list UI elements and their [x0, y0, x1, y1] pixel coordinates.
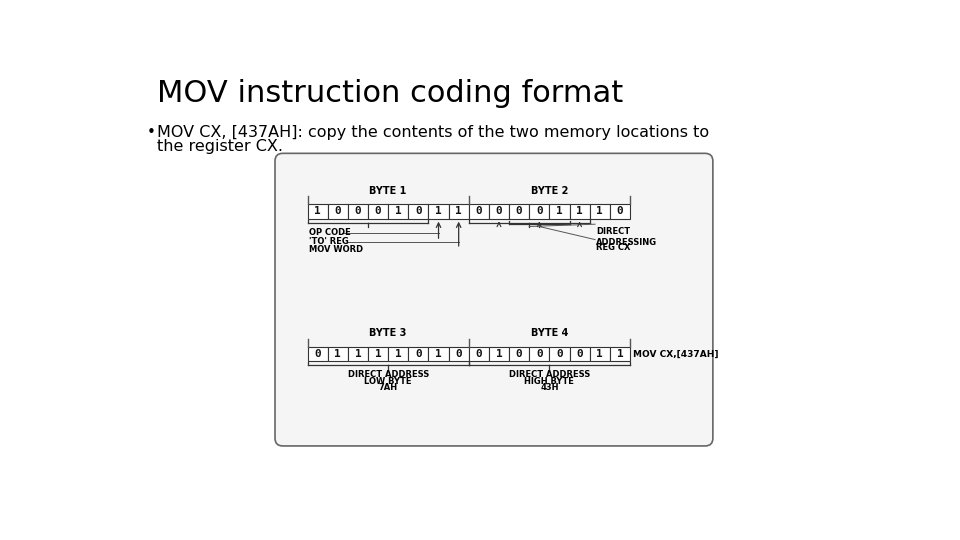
Text: 1: 1	[495, 349, 502, 359]
Text: MOV WORD: MOV WORD	[309, 245, 363, 254]
Bar	[307, 204, 327, 219]
Text: BYTE 4: BYTE 4	[531, 328, 568, 338]
Text: 0: 0	[616, 206, 623, 217]
Text: 1: 1	[435, 206, 442, 217]
Bar	[368, 347, 388, 361]
Text: BYTE 1: BYTE 1	[370, 186, 407, 195]
Text: 0: 0	[334, 206, 341, 217]
Text: 0: 0	[536, 206, 542, 217]
Bar	[529, 204, 549, 219]
Text: MOV CX, [437AH]: copy the contents of the two memory locations to: MOV CX, [437AH]: copy the contents of th…	[157, 125, 709, 140]
Text: MOV CX,[437AH]: MOV CX,[437AH]	[633, 349, 718, 359]
Bar	[388, 204, 408, 219]
Text: 7AH: 7AH	[378, 383, 397, 392]
Text: 43H: 43H	[540, 383, 559, 392]
Text: DIRECT
ADDRESSING: DIRECT ADDRESSING	[596, 227, 657, 247]
Text: 0: 0	[475, 349, 482, 359]
Text: 1: 1	[395, 206, 401, 217]
Text: 'TO' REG: 'TO' REG	[309, 237, 348, 246]
Text: BYTE 2: BYTE 2	[531, 186, 568, 195]
Text: DIRECT ADDRESS: DIRECT ADDRESS	[348, 370, 429, 380]
Text: 1: 1	[455, 206, 462, 217]
Bar	[610, 347, 630, 361]
Bar	[327, 347, 348, 361]
Bar	[448, 204, 468, 219]
Text: 0: 0	[415, 349, 421, 359]
Text: DIRECT ADDRESS: DIRECT ADDRESS	[509, 370, 590, 380]
Text: LOW BYTE: LOW BYTE	[365, 377, 412, 386]
Bar	[529, 347, 549, 361]
Bar	[549, 204, 569, 219]
Bar	[589, 204, 610, 219]
Bar	[468, 204, 489, 219]
Text: 1: 1	[354, 349, 361, 359]
Bar	[569, 347, 589, 361]
Bar	[569, 204, 589, 219]
Text: 1: 1	[576, 206, 583, 217]
Bar	[327, 204, 348, 219]
Bar	[368, 204, 388, 219]
Text: 1: 1	[334, 349, 341, 359]
Bar	[489, 204, 509, 219]
Text: 0: 0	[475, 206, 482, 217]
Bar	[489, 347, 509, 361]
FancyBboxPatch shape	[275, 153, 713, 446]
Bar	[307, 347, 327, 361]
Text: 1: 1	[596, 206, 603, 217]
Text: 0: 0	[455, 349, 462, 359]
Bar	[428, 347, 448, 361]
Bar	[428, 204, 448, 219]
Text: 0: 0	[314, 349, 321, 359]
Bar	[509, 204, 529, 219]
Bar	[348, 347, 368, 361]
Text: 0: 0	[495, 206, 502, 217]
Bar	[408, 204, 428, 219]
Text: 0: 0	[374, 206, 381, 217]
Text: 0: 0	[556, 349, 563, 359]
Bar	[610, 204, 630, 219]
Text: BYTE 3: BYTE 3	[370, 328, 407, 338]
Text: MOV instruction coding format: MOV instruction coding format	[157, 79, 623, 107]
Text: 1: 1	[395, 349, 401, 359]
Text: OP CODE: OP CODE	[309, 228, 350, 237]
Text: 1: 1	[314, 206, 321, 217]
Text: 1: 1	[374, 349, 381, 359]
Bar	[388, 347, 408, 361]
Text: 0: 0	[415, 206, 421, 217]
Bar	[348, 204, 368, 219]
Text: 1: 1	[596, 349, 603, 359]
Bar	[589, 347, 610, 361]
Text: the register CX.: the register CX.	[157, 139, 283, 154]
Text: 0: 0	[536, 349, 542, 359]
Text: 0: 0	[516, 349, 522, 359]
Text: 1: 1	[616, 349, 623, 359]
Text: 0: 0	[354, 206, 361, 217]
Bar	[408, 347, 428, 361]
Text: 0: 0	[576, 349, 583, 359]
Text: •: •	[146, 125, 156, 140]
Text: 0: 0	[516, 206, 522, 217]
Bar	[468, 347, 489, 361]
Text: REG CX: REG CX	[596, 242, 631, 252]
Bar	[448, 347, 468, 361]
Text: 1: 1	[435, 349, 442, 359]
Text: HIGH BYTE: HIGH BYTE	[524, 377, 574, 386]
Bar	[549, 347, 569, 361]
Text: 1: 1	[556, 206, 563, 217]
Bar	[509, 347, 529, 361]
